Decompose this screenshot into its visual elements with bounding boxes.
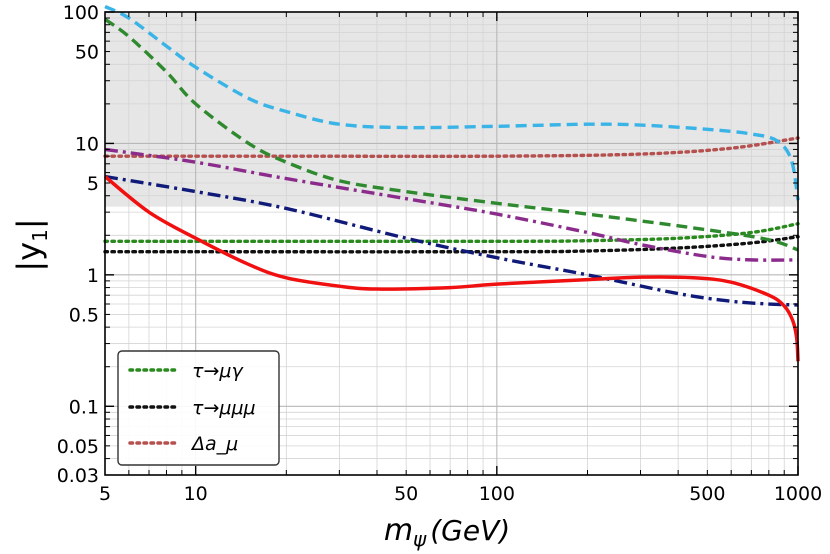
y-tick-label: 50: [75, 42, 99, 64]
x-tick-label: 500: [689, 483, 725, 505]
series-line-curve-6: [104, 174, 799, 307]
series-line--: [103, 235, 800, 254]
legend: τ→μγ τ→μμμ Δa_μ: [117, 350, 280, 466]
excluded-region: [105, 12, 798, 207]
y-tick-label: 0.05: [57, 436, 99, 458]
x-tick-label: 50: [394, 483, 418, 505]
x-tick-label: 1000: [774, 483, 822, 505]
series-line-curve-7: [103, 175, 800, 362]
x-axis-label-sub: ψ: [413, 527, 427, 551]
y-axis-label-sub: 1: [28, 229, 52, 242]
x-axis-label: mψ (GeV): [384, 513, 510, 551]
y-tick-label: 0.5: [69, 304, 99, 326]
plot-frame: [104, 11, 799, 476]
y-tick-label: 0.1: [69, 396, 99, 418]
y-tick-label: 10: [75, 133, 99, 155]
series-line-curve-4: [104, 17, 799, 252]
series-line-curve-3: [104, 5, 800, 201]
y-tick-label: 100: [63, 2, 99, 24]
y-axis-label-close: |: [10, 218, 48, 229]
x-tick-label: 5: [99, 483, 111, 505]
x-tick-label: 10: [184, 483, 208, 505]
x-tick-label: 100: [479, 483, 515, 505]
series-line--a-: [103, 136, 800, 159]
legend-label-delta-a-mu: Δa_μ: [190, 433, 238, 455]
y-tick-label: 5: [87, 173, 99, 195]
legend-label-tau-mu-gamma: τ→μγ: [192, 360, 244, 382]
x-axis-label-main: m: [384, 513, 413, 548]
series-line-curve-5: [104, 147, 799, 262]
series-line--: [103, 222, 800, 244]
legend-label-tau-mu-mu-mu: τ→μμμ: [192, 397, 256, 419]
series-layer: [103, 5, 800, 362]
y-axis-label: |y1|: [10, 218, 52, 271]
y-tick-label: 1: [87, 265, 99, 287]
y-tick-label: 0.03: [57, 465, 99, 487]
x-axis-label-unit: (GeV): [430, 514, 510, 547]
y-axis-label-main: |y: [10, 242, 48, 272]
legend-box: [117, 350, 280, 466]
